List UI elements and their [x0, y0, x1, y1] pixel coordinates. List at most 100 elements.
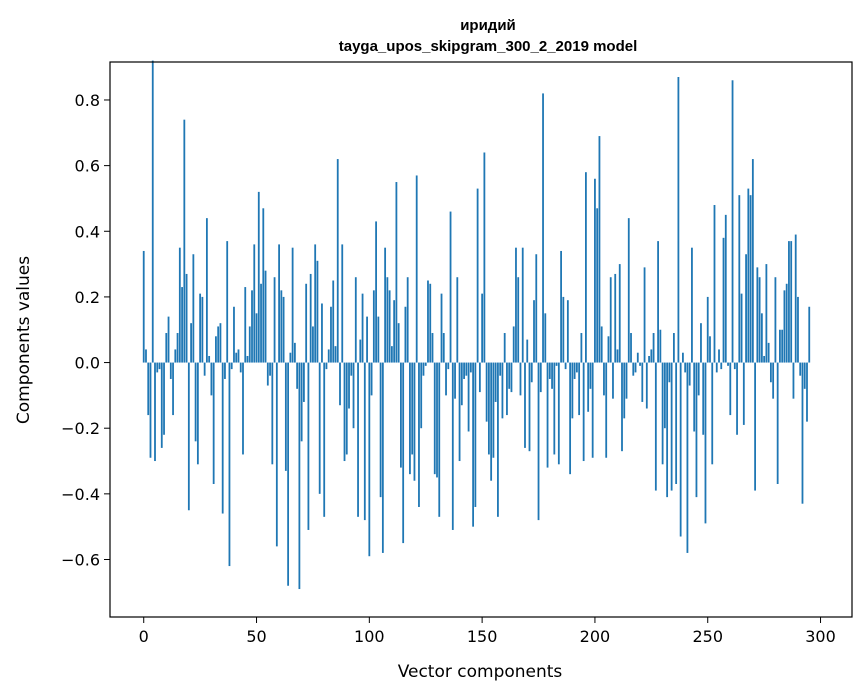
bar — [451, 362, 454, 530]
bar — [431, 333, 434, 363]
bar — [217, 326, 220, 363]
bar — [539, 362, 542, 393]
bar — [688, 362, 691, 386]
bar — [361, 293, 364, 363]
bar — [339, 362, 341, 406]
bar — [718, 349, 720, 363]
bar — [702, 362, 705, 435]
bar — [548, 362, 551, 379]
bar — [438, 362, 441, 517]
bar — [278, 244, 280, 363]
bar — [526, 339, 529, 363]
y-tick-label: −0.6 — [61, 550, 100, 569]
bar — [546, 362, 549, 468]
bar — [169, 362, 172, 379]
bar — [160, 362, 163, 448]
bar — [808, 306, 811, 363]
bar — [729, 362, 732, 416]
bar — [519, 362, 522, 396]
bar — [794, 234, 797, 363]
bar — [156, 362, 159, 373]
bar — [589, 362, 592, 389]
bar — [332, 280, 335, 363]
bar — [569, 362, 572, 475]
bar — [641, 362, 644, 402]
bar — [372, 290, 375, 363]
bar — [625, 362, 628, 399]
bar — [352, 362, 355, 429]
bar — [257, 191, 260, 363]
bar — [427, 280, 429, 363]
bar — [215, 336, 217, 363]
bar — [237, 349, 240, 363]
bar — [242, 362, 244, 455]
bar — [413, 362, 416, 481]
bar — [142, 250, 145, 363]
x-tick-label: 300 — [805, 627, 836, 646]
y-tick-label: 0.4 — [75, 222, 100, 241]
bar — [767, 342, 770, 363]
bar — [458, 362, 461, 462]
bar — [269, 362, 271, 376]
bar — [375, 221, 377, 363]
bar — [551, 362, 553, 389]
bar — [433, 362, 436, 475]
bar — [607, 336, 610, 363]
bar — [187, 362, 190, 511]
bar — [530, 362, 533, 383]
bar — [251, 290, 253, 363]
bar — [384, 247, 387, 363]
bar — [330, 306, 332, 363]
bar — [167, 316, 170, 363]
bar — [792, 362, 795, 399]
bar — [508, 362, 511, 389]
bar — [668, 362, 671, 383]
bar — [424, 362, 427, 366]
bar — [172, 362, 174, 416]
bar — [415, 175, 418, 363]
bar — [418, 362, 420, 507]
bar — [806, 362, 808, 422]
bar — [528, 362, 531, 452]
bar — [693, 362, 696, 432]
bar — [323, 362, 326, 517]
x-tick-label: 50 — [246, 627, 266, 646]
bar — [672, 333, 675, 363]
bar — [390, 346, 393, 363]
bar — [724, 214, 727, 363]
chart-title: иридий — [460, 17, 516, 34]
x-axis-label: Vector components — [398, 662, 563, 682]
bar — [194, 362, 197, 442]
bar — [630, 333, 632, 363]
bar — [799, 362, 802, 376]
bar — [228, 362, 231, 567]
bar — [801, 362, 804, 504]
bar — [803, 362, 806, 389]
bar — [226, 241, 229, 363]
bar — [244, 287, 247, 363]
bar — [706, 296, 709, 363]
bar — [715, 362, 718, 373]
bar — [727, 362, 729, 366]
bar — [318, 362, 321, 494]
bar — [305, 283, 308, 363]
bar — [557, 362, 560, 465]
bar — [174, 349, 177, 363]
bar — [379, 362, 382, 498]
bar — [289, 352, 292, 363]
bar — [487, 362, 490, 455]
bar — [469, 362, 472, 373]
bar — [494, 362, 497, 402]
bar — [697, 362, 700, 396]
bar — [521, 247, 524, 363]
bar — [555, 362, 558, 366]
bar — [210, 362, 213, 396]
bar — [609, 277, 612, 363]
bar — [783, 290, 786, 363]
bar — [404, 306, 407, 363]
bar — [260, 283, 262, 363]
bar — [474, 362, 477, 507]
bar — [309, 273, 312, 363]
bar — [370, 362, 373, 396]
